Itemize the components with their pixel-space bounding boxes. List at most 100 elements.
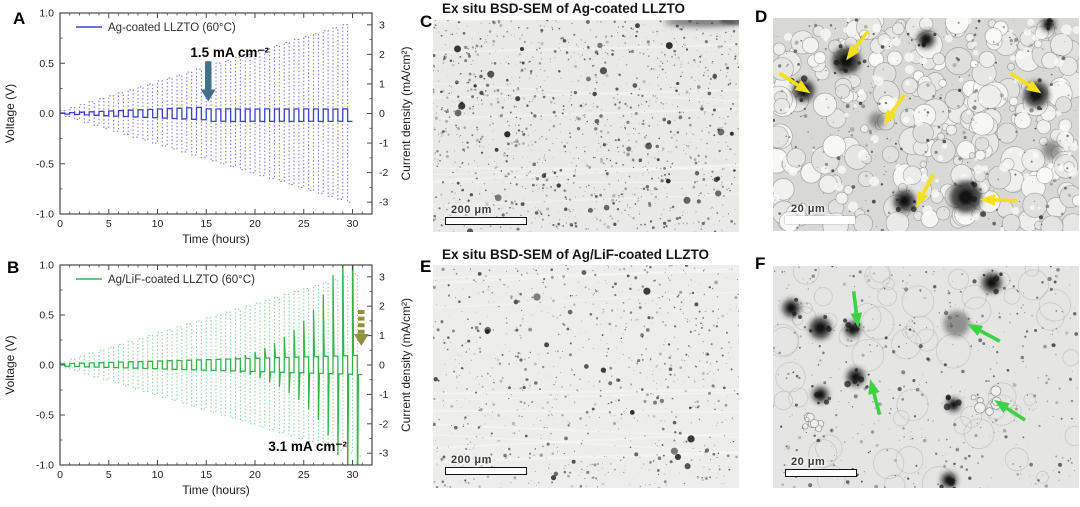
svg-text:-0.5: -0.5 [36, 158, 54, 170]
sem-micrograph-e [433, 265, 739, 488]
svg-text:15: 15 [200, 469, 212, 481]
feature-arrow [1009, 71, 1042, 94]
feature-arrow [846, 29, 870, 61]
pore-cluster [974, 402, 986, 414]
panel-label-c: C [420, 12, 433, 31]
svg-text:0: 0 [57, 218, 63, 230]
annotation-text: 3.1 mA cm⁻² [268, 439, 347, 454]
sem-micrograph-d [773, 18, 1079, 231]
y-axis-label-left: Voltage (V) [3, 84, 17, 143]
svg-text:-3: -3 [379, 448, 388, 460]
svg-text:0.5: 0.5 [39, 310, 54, 322]
pore-cluster [985, 407, 994, 416]
pore-cluster [970, 394, 977, 401]
svg-text:-1: -1 [379, 389, 388, 401]
soft-deposit [1042, 141, 1061, 160]
svg-text:-2: -2 [379, 418, 388, 430]
scalebar-d-label: 20 μm [791, 203, 826, 215]
feature-arrow [916, 173, 936, 207]
svg-text:-2: -2 [379, 167, 388, 179]
feature-arrow [967, 323, 1001, 343]
feature-arrow [868, 378, 882, 416]
svg-text:-1.0: -1.0 [36, 460, 54, 472]
y-axis-label-left: Voltage (V) [3, 335, 17, 394]
svg-text:15: 15 [200, 218, 212, 230]
scalebar-f-bar [785, 469, 857, 477]
scalebar-e-label: 200 μm [451, 454, 492, 466]
feature-arrow [850, 290, 863, 328]
annotation-arrowhead [200, 89, 216, 102]
x-axis-label: Time (hours) [182, 232, 250, 246]
panel-e-title: Ex situ BSD-SEM of Ag/LiF-coated LLZTO [442, 247, 710, 262]
scalebar-c: 200 μm [445, 204, 527, 225]
x-axis-label: Time (hours) [182, 483, 250, 497]
svg-text:-1: -1 [379, 138, 388, 150]
voltage-series [60, 106, 353, 123]
panel-label-f: F [755, 254, 766, 273]
sem-image-e: 200 μm [433, 265, 739, 488]
panel-label-b: B [7, 258, 20, 277]
feature-arrow [778, 71, 811, 94]
panel-label-a: A [13, 9, 26, 28]
feature-arrow [883, 93, 906, 125]
panel-a-chart: 0 5 10 15 20 25 30 -1.0 -0.5 0.0 0.5 1.0 -3 -2 -1 0 1 2 3 V… [3, 8, 413, 247]
svg-text:1.0: 1.0 [39, 260, 54, 272]
svg-text:-1.0: -1.0 [36, 209, 54, 221]
svg-text:0.0: 0.0 [39, 360, 54, 372]
scalebar-e-bar [445, 467, 527, 475]
pore-cluster [990, 385, 1002, 397]
svg-text:10: 10 [152, 218, 164, 230]
svg-text:0: 0 [379, 360, 385, 372]
scalebar-e: 200 μm [445, 454, 527, 475]
svg-text:-0.5: -0.5 [36, 410, 54, 422]
svg-text:1: 1 [379, 78, 385, 90]
scalebar-f-label: 20 μm [791, 456, 826, 468]
y-axis-label-right: Current density (mA/cm²) [399, 46, 413, 180]
sem-image-c: 200 μm [433, 20, 739, 232]
svg-text:2: 2 [379, 49, 385, 61]
scalebar-d: 20 μm [785, 203, 855, 224]
panel-c-title: Ex situ BSD-SEM of Ag-coated LLZTO [442, 1, 686, 16]
svg-text:1: 1 [379, 330, 385, 342]
svg-text:30: 30 [347, 218, 359, 230]
sem-image-d: 20 μm [773, 18, 1079, 231]
svg-text:30: 30 [347, 469, 359, 481]
svg-text:5: 5 [106, 469, 112, 481]
legend-label: Ag-coated LLZTO (60°C) [108, 22, 236, 34]
svg-text:10: 10 [152, 469, 164, 481]
scalebar-d-bar [785, 216, 855, 224]
svg-text:-3: -3 [379, 197, 388, 209]
scalebar-f: 20 μm [785, 456, 857, 477]
svg-text:3: 3 [379, 19, 385, 31]
svg-text:0: 0 [379, 108, 385, 120]
svg-text:25: 25 [298, 469, 310, 481]
pore-cluster [809, 418, 819, 428]
sem-micrograph-c [433, 20, 739, 232]
svg-text:0: 0 [57, 469, 63, 481]
svg-text:2: 2 [379, 301, 385, 313]
annotation-arrowhead [353, 334, 369, 346]
svg-text:20: 20 [249, 218, 261, 230]
feature-arrow [994, 399, 1027, 422]
svg-text:0.0: 0.0 [39, 108, 54, 120]
panel-label-e: E [420, 257, 432, 276]
current-density-series [60, 273, 363, 457]
panel-label-d: D [755, 7, 768, 26]
scalebar-c-bar [445, 217, 527, 225]
voltage-series [60, 265, 363, 465]
feature-arrow [979, 194, 1018, 206]
legend-label: Ag/LiF-coated LLZTO (60°C) [108, 274, 255, 286]
y-axis-label-right: Current density (mA/cm²) [399, 298, 413, 432]
svg-text:3: 3 [379, 271, 385, 283]
scalebar-c-label: 200 μm [451, 204, 492, 216]
pore-cluster [804, 416, 810, 422]
svg-text:25: 25 [298, 218, 310, 230]
pore-cluster [802, 423, 809, 430]
panel-b-chart: 0 5 10 15 20 25 30 -1.0 -0.5 0.0 0.5 1.0 -3 -2 -1 0 1 2 3 V… [3, 260, 413, 498]
svg-text:1.0: 1.0 [39, 8, 54, 20]
svg-text:5: 5 [106, 218, 112, 230]
svg-text:20: 20 [249, 469, 261, 481]
sem-image-f: 20 μm [773, 266, 1079, 488]
soft-deposit [869, 112, 886, 129]
